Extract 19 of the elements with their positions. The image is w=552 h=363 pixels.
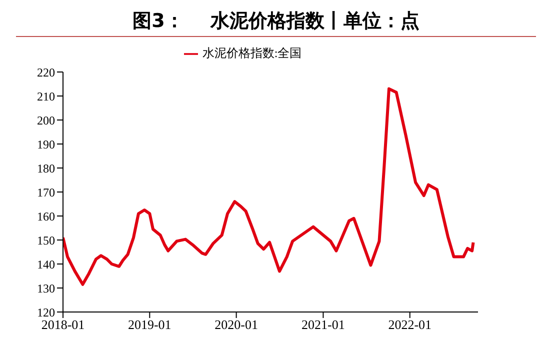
- x-tick-label: 2022-01: [388, 317, 432, 332]
- y-tick-label: 140: [37, 257, 55, 272]
- y-tick-label: 220: [37, 65, 55, 80]
- y-tick-label: 170: [37, 185, 55, 200]
- y-tick-label: 190: [37, 137, 55, 152]
- x-tick-label: 2018-01: [41, 317, 85, 332]
- x-tick-label: 2019-01: [128, 317, 172, 332]
- y-tick-label: 150: [37, 233, 55, 248]
- y-tick-label: 130: [37, 281, 55, 296]
- chart-title: 图3： 水泥价格指数丨单位：点: [132, 9, 420, 34]
- y-tick-label: 160: [37, 209, 55, 224]
- y-tick-label: 180: [37, 161, 55, 176]
- legend-label: 水泥价格指数:全国: [202, 46, 302, 60]
- x-tick-label: 2021-01: [302, 317, 345, 332]
- y-tick-label: 200: [37, 113, 55, 128]
- x-tick-label: 2020-01: [214, 317, 258, 332]
- y-tick-label: 120: [37, 305, 55, 320]
- line-series: [63, 87, 475, 286]
- y-tick-label: 210: [37, 89, 55, 104]
